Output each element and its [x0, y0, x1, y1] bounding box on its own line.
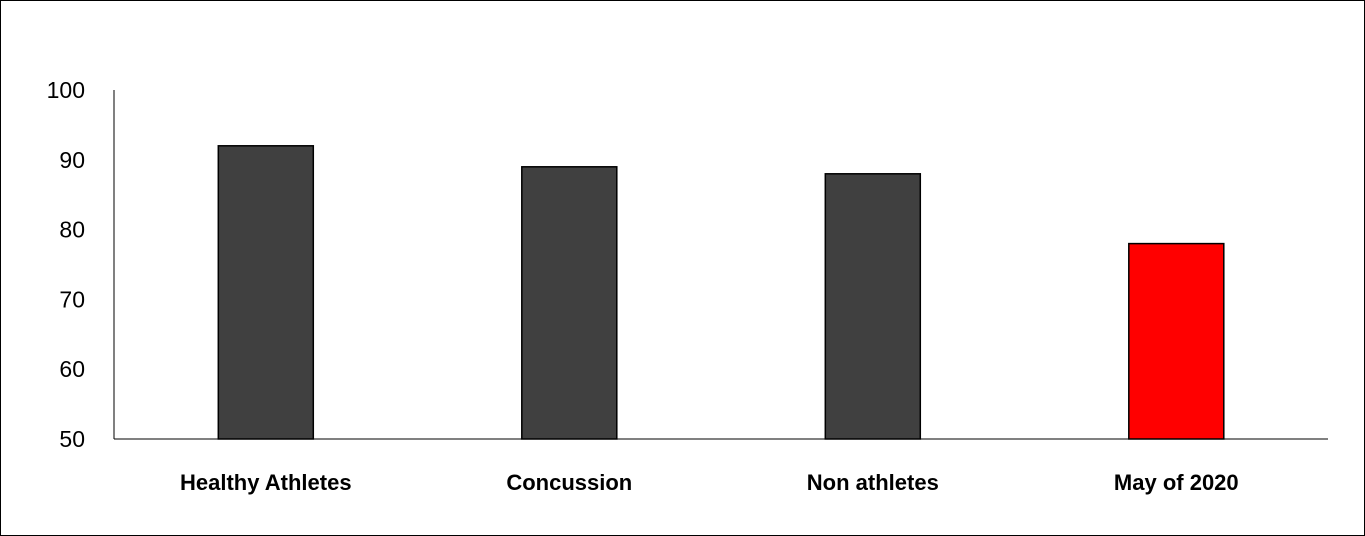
x-axis-category-labels: Healthy Athletes Concussion Non athletes Ma…	[180, 470, 1239, 495]
bar-healthy-athletes	[217, 145, 315, 440]
y-tick-label: 60	[59, 356, 85, 382]
bars	[217, 145, 1225, 440]
y-tick-label: 100	[47, 77, 85, 103]
bar-may-of-2020	[1128, 242, 1225, 440]
x-category-label: Concussion	[506, 470, 632, 495]
bar-concussion	[521, 166, 618, 440]
x-category-label: May of 2020	[1114, 470, 1239, 495]
y-tick-label: 80	[59, 217, 85, 243]
bar-non-athletes	[824, 173, 922, 440]
y-axis-ticks: 50 60 70 80 90 100	[47, 77, 85, 452]
y-tick-label: 50	[59, 426, 85, 452]
x-category-label: Healthy Athletes	[180, 470, 352, 495]
y-tick-label: 90	[59, 147, 85, 173]
y-tick-label: 70	[59, 286, 85, 312]
x-category-label: Non athletes	[807, 470, 939, 495]
